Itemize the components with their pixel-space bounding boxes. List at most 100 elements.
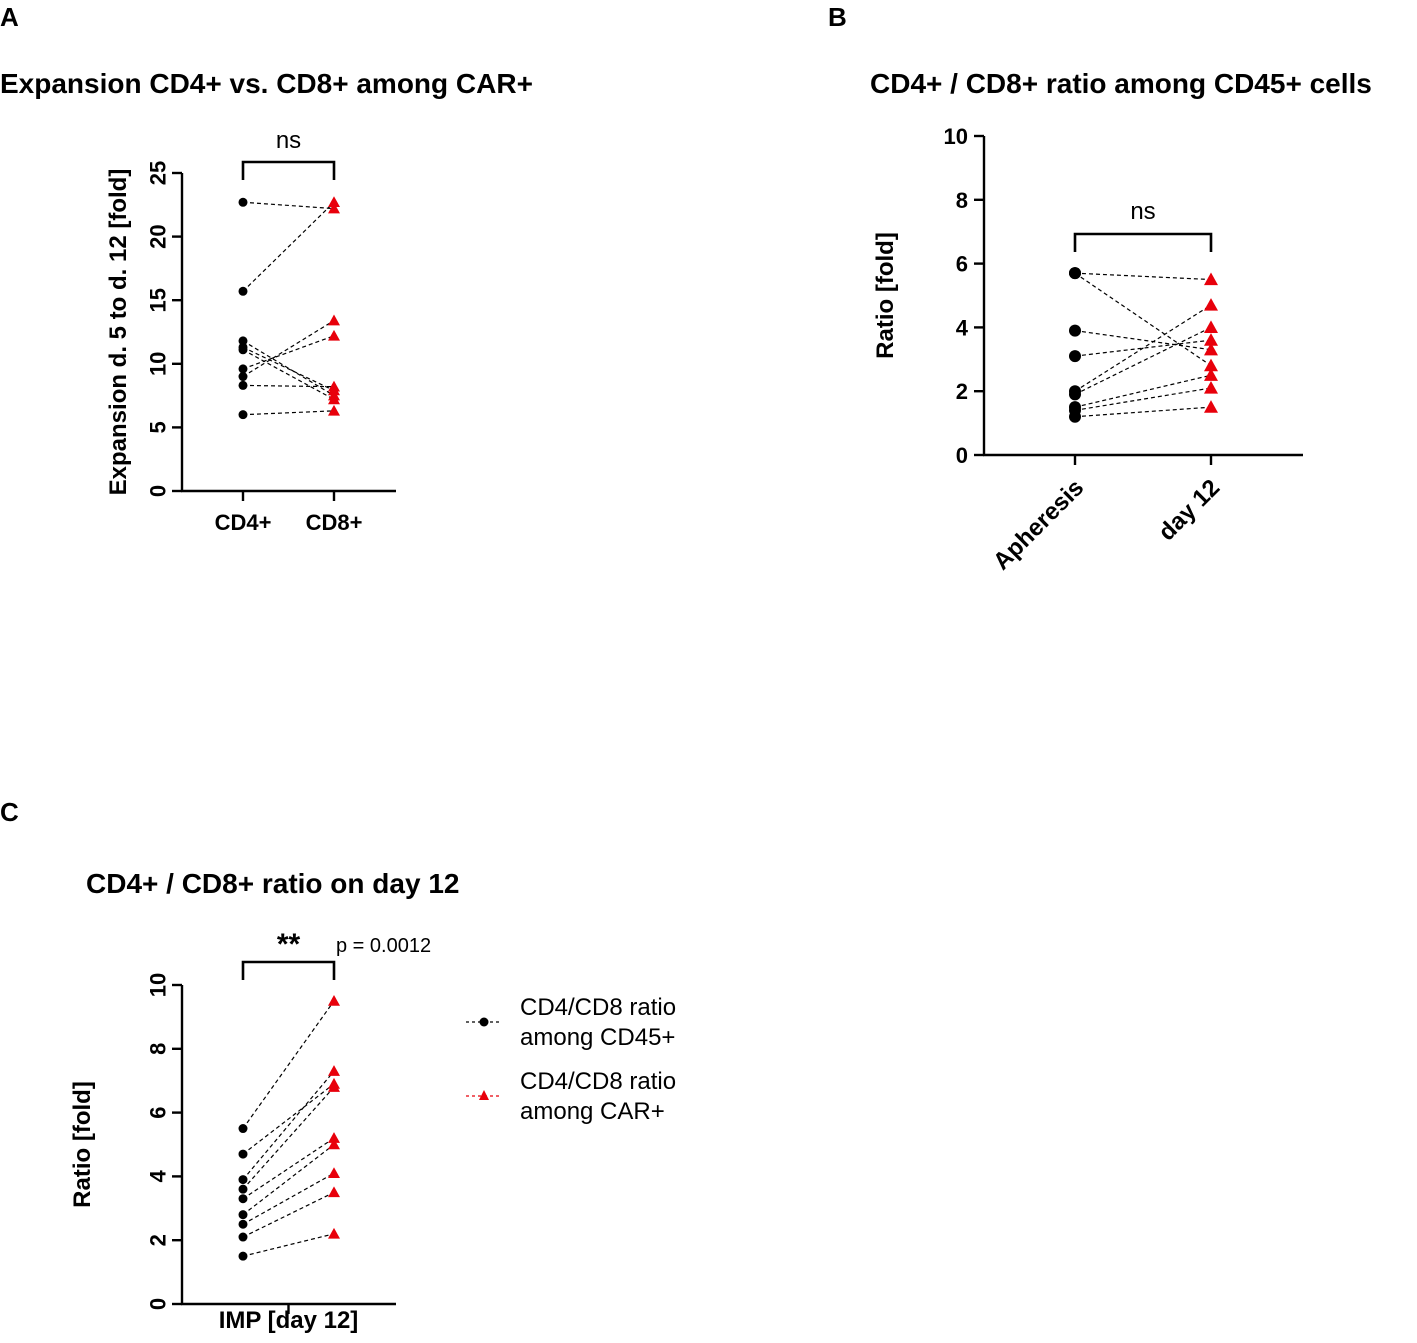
chart-c-point-circle xyxy=(238,1124,248,1134)
chart-c-y-tick-label: 0 xyxy=(146,1298,171,1310)
chart-a-y-tick-label: 25 xyxy=(146,161,171,185)
legend-item-0-marker xyxy=(466,1017,502,1027)
chart-c-significance-bracket xyxy=(241,960,336,980)
chart-c-point-circle xyxy=(238,1251,248,1261)
chart-a-point-triangle xyxy=(328,202,340,214)
chart-c-point-triangle xyxy=(328,1186,340,1198)
chart-b-pair-line xyxy=(1074,387,1212,411)
chart-b-x-tick-label: day 12 xyxy=(1153,474,1225,546)
chart-a-point-triangle xyxy=(328,393,340,405)
chart-b-y-tick-label: 0 xyxy=(956,443,968,468)
chart-b-pair-line xyxy=(1074,374,1212,408)
chart-b-significance-label: ns xyxy=(1130,198,1155,225)
chart-a-pair-line xyxy=(242,335,335,370)
chart-b-point-triangle xyxy=(1204,342,1218,356)
chart-title-b: CD4+ / CD8+ ratio among CD45+ cells xyxy=(870,68,1372,99)
panel-letter-a: A xyxy=(0,2,19,32)
panel-letter-c: C xyxy=(0,797,19,827)
chart-b-pair-line xyxy=(1074,272,1212,367)
chart-a-y-tick-label: 5 xyxy=(146,421,171,433)
chart-c-point-circle xyxy=(238,1184,248,1194)
legend-item-1-marker xyxy=(466,1090,502,1100)
chart-a-y-axis-label: Expansion d. 5 to d. 12 [fold] xyxy=(105,169,132,496)
chart-b-significance-bracket xyxy=(1073,232,1213,252)
chart-a-point-triangle xyxy=(328,404,340,416)
chart-b-y-tick-label: 6 xyxy=(956,252,968,277)
chart-a-pair-line xyxy=(242,349,335,400)
chart-c-pair-line xyxy=(242,1083,335,1155)
chart-c-y-tick-label: 6 xyxy=(146,1106,171,1118)
chart-c-point-circle xyxy=(238,1232,248,1242)
chart-a-point-circle xyxy=(238,286,248,296)
chart-b-pair-line xyxy=(1074,339,1212,357)
chart-b-x-tick-label: Apheresis xyxy=(988,474,1089,575)
chart-b-y-tick-label: 2 xyxy=(956,379,968,404)
chart-c-pair-line xyxy=(242,1000,335,1129)
chart-c-point-circle xyxy=(238,1149,248,1159)
chart-b-point-triangle xyxy=(1204,358,1218,372)
chart-c: 0 2 4 6 8 10 Ratio [fold] IMP [day 12] ** p = 0.0… xyxy=(69,928,431,1334)
chart-c-point-triangle xyxy=(328,1081,340,1092)
chart-b-y-axis-label: Ratio [fold] xyxy=(872,232,899,359)
chart-a-y-tick-label: 0 xyxy=(146,485,171,497)
chart-a-pair-line xyxy=(242,346,335,392)
chart-c-point-triangle xyxy=(328,994,340,1006)
chart-c-pair-line xyxy=(242,1137,335,1200)
chart-b-pair-line xyxy=(1074,272,1212,281)
chart-a-point-circle xyxy=(238,364,248,374)
chart-a-point-circle xyxy=(238,380,248,390)
panel-letter-b: B xyxy=(828,2,847,32)
chart-b-pair-line xyxy=(1074,406,1212,418)
legend-item-0-label: CD4/CD8 ratio among CD45+ xyxy=(520,994,677,1051)
chart-a-significance-label: ns xyxy=(276,127,301,154)
chart-c-point-circle xyxy=(238,1194,248,1204)
chart-a-point-circle xyxy=(238,345,248,355)
chart-a-point-triangle xyxy=(328,314,340,326)
chart-b-point-circle xyxy=(1069,324,1081,337)
chart-c-pair-line xyxy=(242,1070,335,1180)
chart-b-point-triangle xyxy=(1204,381,1218,394)
chart-a-point-triangle xyxy=(328,380,340,392)
chart-a-point-triangle xyxy=(328,329,340,341)
chart-a-pair-line xyxy=(242,410,335,416)
chart-c-y-tick-label: 4 xyxy=(146,1170,171,1183)
chart-a-x-tick-label: CD8+ xyxy=(306,510,363,535)
chart-b-point-circle xyxy=(1069,267,1081,280)
chart-b-y-tick-label: 10 xyxy=(944,124,968,149)
chart-a-pair-line xyxy=(242,384,335,388)
chart-a-point-triangle xyxy=(328,196,340,208)
chart-c-point-circle xyxy=(238,1219,248,1229)
chart-b-point-circle xyxy=(1069,388,1081,401)
chart-a-pair-line xyxy=(242,320,335,378)
chart-b-pair-line xyxy=(1074,329,1212,351)
chart-b-pair-line xyxy=(1074,326,1212,395)
chart-title-a: Expansion CD4+ vs. CD8+ among CAR+ xyxy=(0,68,533,99)
chart-c-x-axis-label: IMP [day 12] xyxy=(219,1307,359,1334)
chart-a-pair-line xyxy=(242,201,335,210)
chart-b: 0 2 4 6 8 10 Ratio [fold] Apheresis day 12 ns xyxy=(872,124,1303,575)
chart-a-significance-bracket xyxy=(241,160,336,180)
chart-c-significance-label: ** xyxy=(277,928,301,961)
chart-b-point-triangle xyxy=(1204,400,1218,413)
chart-a-point-circle xyxy=(238,336,248,346)
chart-b-point-circle xyxy=(1069,410,1081,423)
chart-b-y-tick-label: 8 xyxy=(956,188,968,213)
chart-a-point-circle xyxy=(238,197,248,207)
chart-b-point-triangle xyxy=(1204,368,1218,381)
chart-c-point-circle xyxy=(238,1175,248,1185)
chart-b-point-circle xyxy=(1069,350,1081,363)
chart-a-pair-line xyxy=(242,201,335,292)
legend-item-1-label: CD4/CD8 ratio among CAR+ xyxy=(520,1068,677,1125)
chart-c-point-triangle xyxy=(328,1065,340,1076)
chart-a: 0 5 10 15 20 25 Expansion d. 5 to d. 12 [fold]… xyxy=(105,127,396,535)
chart-c-pair-line xyxy=(242,1172,335,1225)
chart-c-pair-line xyxy=(242,1233,335,1257)
chart-c-point-triangle xyxy=(328,1132,340,1143)
chart-c-y-tick-label: 8 xyxy=(146,1043,171,1055)
chart-title-c: CD4+ / CD8+ ratio on day 12 xyxy=(86,868,460,899)
chart-c-point-triangle xyxy=(328,1167,340,1179)
chart-c-y-axis-label: Ratio [fold] xyxy=(69,1081,96,1208)
chart-a-y-tick-label: 10 xyxy=(146,352,171,376)
chart-c-point-triangle xyxy=(328,1138,340,1150)
chart-b-point-triangle xyxy=(1204,333,1218,346)
